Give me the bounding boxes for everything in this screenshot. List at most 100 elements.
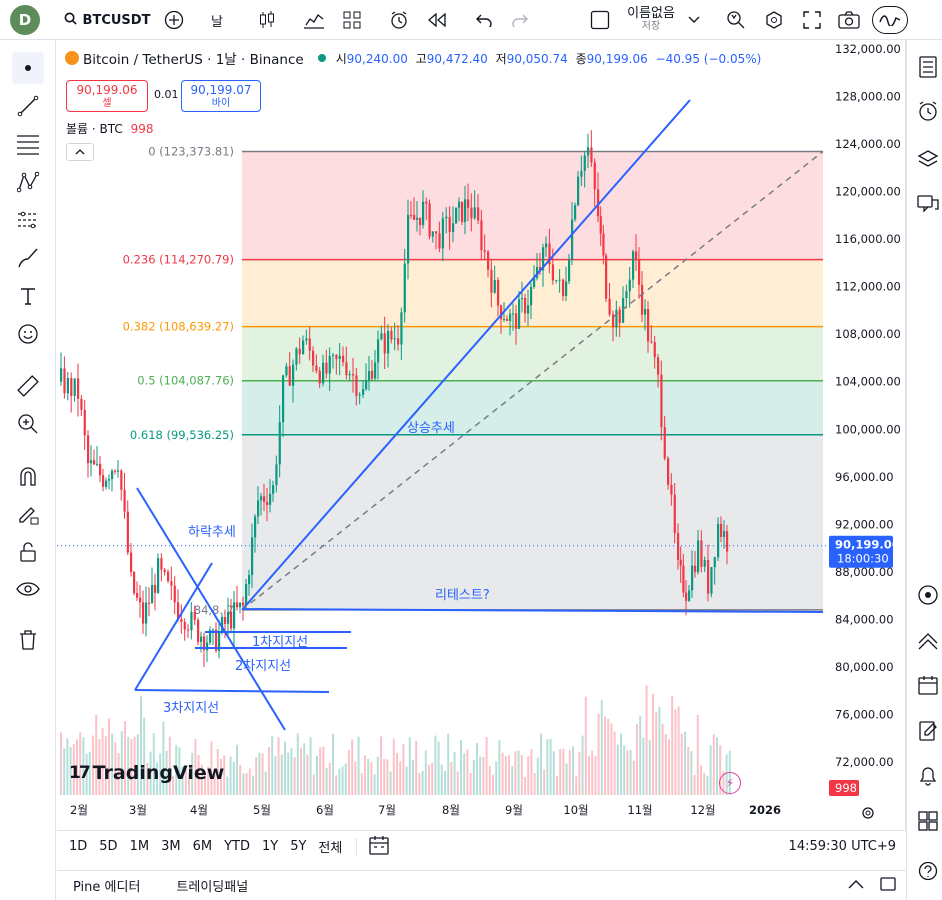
settings-gear-small-icon[interactable] xyxy=(857,802,879,824)
candle-body xyxy=(657,357,660,375)
alert-clock-icon[interactable] xyxy=(385,6,413,34)
timeframe-1M[interactable]: 1M xyxy=(129,839,150,854)
layout-checkbox-icon[interactable] xyxy=(588,6,612,34)
volume-bar xyxy=(540,733,542,795)
tab-trading-panel[interactable]: 트레이딩패널 xyxy=(176,880,249,895)
timeframe-1D[interactable]: 1D xyxy=(69,839,88,854)
candle-body xyxy=(713,557,716,568)
timeframe-6M[interactable]: 6M xyxy=(192,839,213,854)
volume-bar xyxy=(709,745,712,795)
ideas-icon[interactable] xyxy=(913,626,942,656)
chevron-down-icon[interactable] xyxy=(684,6,704,34)
volume-bar xyxy=(181,766,184,795)
trendline-icon[interactable] xyxy=(12,90,44,122)
time-tick: 8월 xyxy=(442,803,460,817)
candle-body xyxy=(148,602,151,604)
replay-icon[interactable] xyxy=(423,6,451,34)
collapse-legend-button[interactable] xyxy=(66,143,94,161)
layers-icon[interactable] xyxy=(913,144,942,174)
timeframe-5D[interactable]: 5D xyxy=(99,839,118,854)
candle-body xyxy=(345,362,348,376)
volume-bar xyxy=(309,737,312,795)
undo-icon[interactable] xyxy=(470,6,498,34)
target-icon[interactable] xyxy=(913,580,942,610)
forecast-icon[interactable] xyxy=(12,204,44,236)
maximize-panel-icon[interactable] xyxy=(880,876,896,895)
volume-bar xyxy=(344,763,347,795)
emoji-icon[interactable] xyxy=(12,318,44,350)
timeframe-1Y[interactable]: 1Y xyxy=(261,839,279,854)
trash-icon[interactable] xyxy=(12,624,44,656)
eye-icon[interactable] xyxy=(12,574,44,606)
annotation-1: 상승추세 xyxy=(407,421,455,436)
candles-icon[interactable] xyxy=(253,6,281,34)
interval-button[interactable]: 날 xyxy=(211,14,223,30)
timeframe-3M[interactable]: 3M xyxy=(161,839,181,854)
volume-bar xyxy=(252,775,254,795)
user-avatar[interactable]: D xyxy=(10,5,40,35)
quick-search-icon[interactable] xyxy=(722,6,750,34)
redo-icon[interactable] xyxy=(506,6,534,34)
volume-bar xyxy=(149,751,152,795)
candle-body xyxy=(242,602,245,606)
help-icon[interactable] xyxy=(913,856,942,886)
layout-name-button[interactable]: 이름없음 저장 xyxy=(620,6,682,34)
sell-button[interactable]: 90,199.06 셀 xyxy=(66,80,148,112)
magnet-icon[interactable] xyxy=(12,460,44,492)
candle-body xyxy=(285,366,288,376)
date-range-calendar-icon[interactable] xyxy=(369,835,389,859)
bottom-panel-tabs: Pine 에디터 트레이딩패널 xyxy=(57,870,906,900)
timeframe-전체[interactable]: 전체 xyxy=(318,841,343,856)
fib-lines-icon[interactable] xyxy=(12,128,44,160)
candle-body xyxy=(193,611,196,620)
spread-value: 0.01 xyxy=(154,88,179,101)
hotlists-icon[interactable] xyxy=(913,806,942,836)
candle-body xyxy=(170,581,173,586)
volume-bar xyxy=(450,761,453,795)
lock-icon[interactable] xyxy=(12,536,44,568)
volume-bar xyxy=(69,747,72,795)
chart-pane[interactable]: 0 (123,373.81) 0.236 (114,270.79) 0.382 (1… xyxy=(57,40,906,830)
price-chart[interactable]: 0 (123,373.81) 0.236 (114,270.79) 0.382 (1… xyxy=(57,40,906,830)
cursor-dot-icon[interactable] xyxy=(12,52,44,84)
volume-bar xyxy=(460,739,462,795)
pattern-icon[interactable] xyxy=(12,166,44,198)
camera-icon[interactable] xyxy=(835,6,863,34)
symbol-title[interactable]: Bitcoin / TetherUS · 1날 · Binance xyxy=(83,52,304,68)
calendar-icon[interactable] xyxy=(913,670,942,700)
templates-icon[interactable] xyxy=(338,6,366,34)
publish-wave-icon[interactable] xyxy=(872,6,908,34)
watchlist-icon[interactable] xyxy=(913,52,942,82)
text-icon[interactable] xyxy=(12,280,44,312)
bell-icon[interactable] xyxy=(913,760,942,790)
volume-bar xyxy=(559,749,562,795)
tab-pine-editor[interactable]: Pine 에디터 xyxy=(73,880,141,895)
settings-gear-icon[interactable] xyxy=(760,6,788,34)
volume-bar xyxy=(376,756,379,795)
candle-body xyxy=(545,243,548,248)
symbol-search[interactable]: BTCUSDT xyxy=(62,6,152,34)
lock-pencil-icon[interactable] xyxy=(12,498,44,530)
brush-icon[interactable] xyxy=(12,242,44,274)
ruler-icon[interactable] xyxy=(12,370,44,402)
candle-body xyxy=(133,572,136,594)
indicators-icon[interactable] xyxy=(300,6,328,34)
chevron-up-panel-icon[interactable] xyxy=(848,878,864,893)
compare-plus-icon[interactable] xyxy=(160,6,188,34)
chat-icon[interactable] xyxy=(913,188,942,218)
fullscreen-icon[interactable] xyxy=(798,6,826,34)
timeframe-YTD[interactable]: YTD xyxy=(224,839,250,854)
volume-bar xyxy=(386,759,389,795)
buy-button[interactable]: 90,199.07 바이 xyxy=(181,80,261,112)
lightning-icon[interactable]: ⚡ xyxy=(719,772,741,794)
clock-time[interactable]: 14:59:30 UTC+9 xyxy=(788,839,896,854)
timeframe-5Y[interactable]: 5Y xyxy=(290,839,307,854)
notes-icon[interactable] xyxy=(913,716,942,746)
zoom-in-icon[interactable] xyxy=(12,408,44,440)
volume-bar xyxy=(351,739,354,795)
alarm-clock-icon[interactable] xyxy=(913,96,942,126)
volume-bar xyxy=(584,696,587,795)
volume-bar xyxy=(271,736,274,795)
volume-bar xyxy=(287,752,290,795)
volume-bar xyxy=(255,757,258,795)
